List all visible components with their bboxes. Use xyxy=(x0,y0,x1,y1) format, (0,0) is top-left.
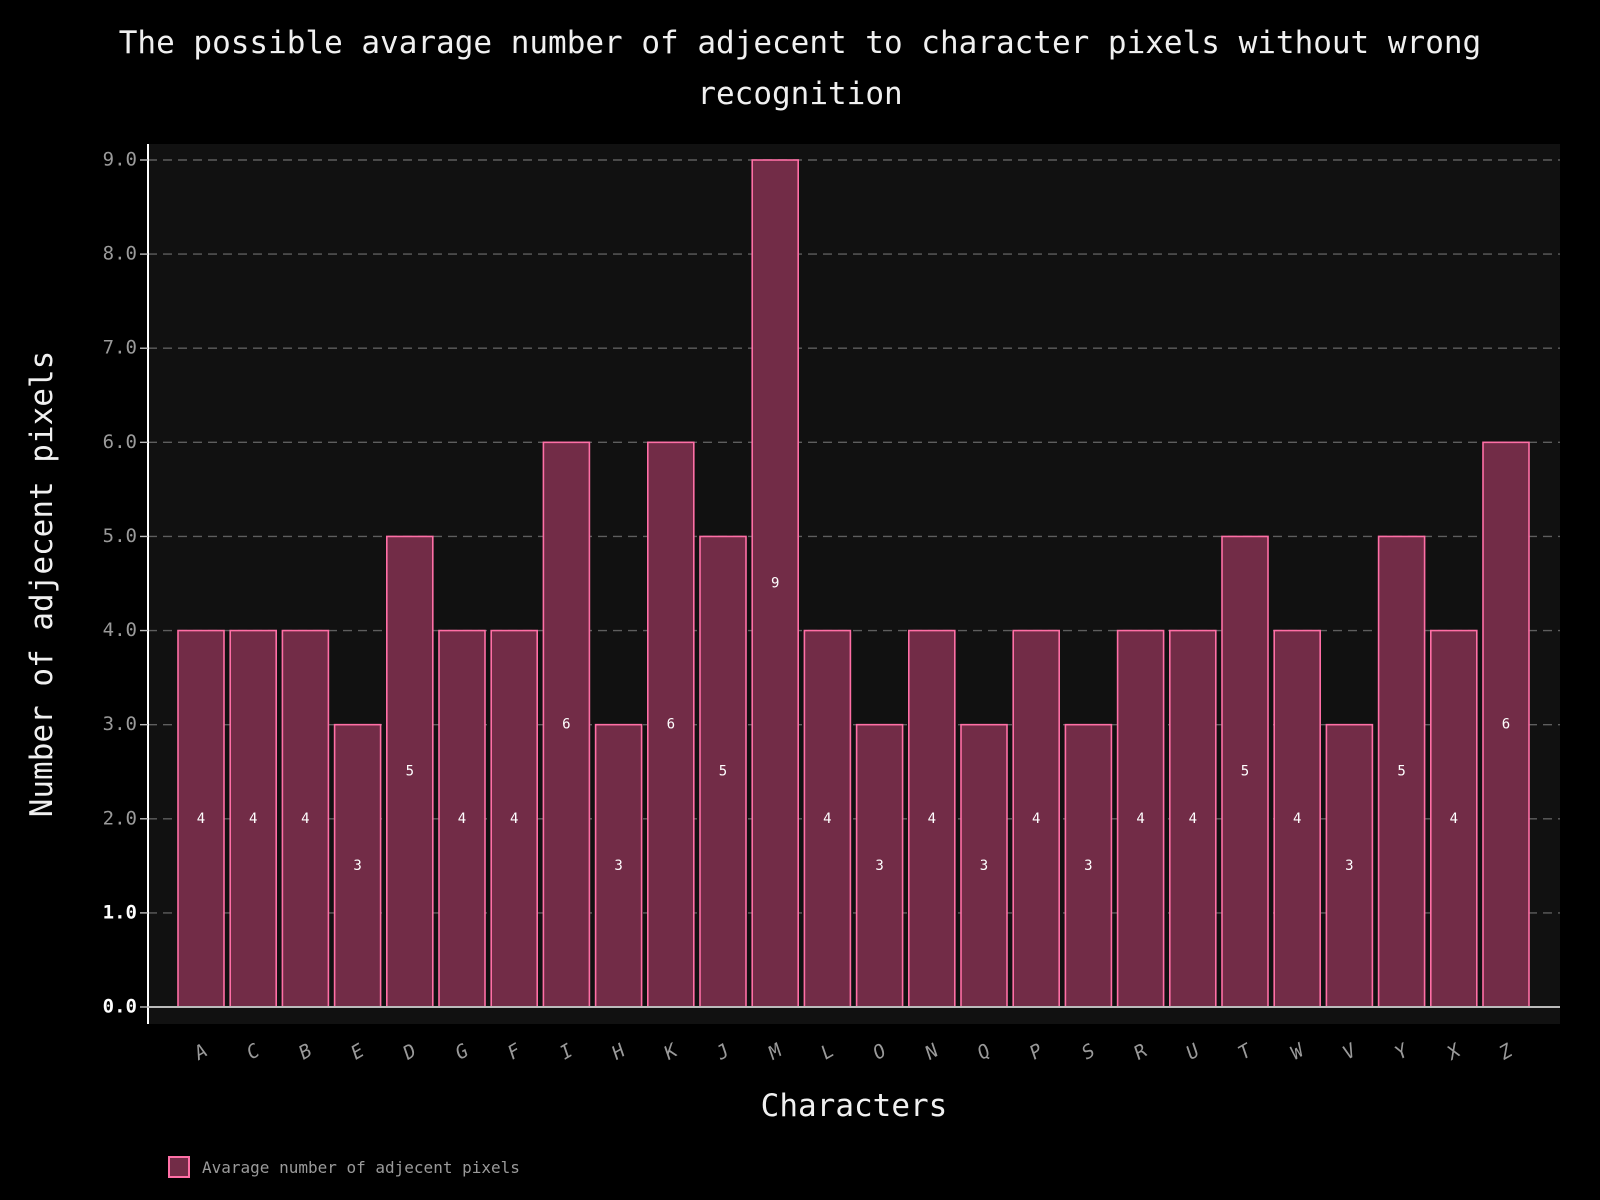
bar-H xyxy=(594,723,643,1008)
bar-I xyxy=(542,441,591,1008)
bar-value-label: 4 xyxy=(197,811,205,827)
x-tick-label: W xyxy=(1287,1039,1309,1065)
x-tick-label: X xyxy=(1442,1039,1466,1066)
bar-P xyxy=(1012,629,1061,1008)
bar-B xyxy=(281,629,330,1008)
bar-K xyxy=(646,441,695,1008)
y-tick-label: 6.0 xyxy=(103,431,137,453)
x-tick-label: U xyxy=(1182,1039,1203,1064)
bar-value-label: 6 xyxy=(562,717,570,733)
x-tick-label: E xyxy=(347,1039,368,1064)
x-tick-label: Q xyxy=(974,1040,995,1065)
bar-T xyxy=(1221,535,1269,1008)
y-tick-label: 4.0 xyxy=(103,619,137,641)
y-tick-labels: 0.0 1.0 2.0 3.0 4.0 5.0 6.0 7.0 8.0 9.0 xyxy=(103,149,148,1018)
y-axis-label: Number of adjecent pixels xyxy=(24,351,60,818)
bar-value-label: 3 xyxy=(1084,858,1092,874)
bar-value-label: 4 xyxy=(1293,811,1301,827)
x-tick-label: I xyxy=(556,1040,577,1065)
x-tick-label: K xyxy=(659,1039,682,1065)
bar-V xyxy=(1325,723,1374,1008)
bar-R xyxy=(1116,629,1165,1008)
y-tick-label: 8.0 xyxy=(103,243,137,265)
bar-value-label: 3 xyxy=(353,858,361,874)
x-tick-label: D xyxy=(398,1040,420,1065)
axes xyxy=(147,144,1560,1024)
bar-value-label: 3 xyxy=(1345,858,1353,874)
y-tick-label: 9.0 xyxy=(103,149,137,171)
bar-value-label: 5 xyxy=(1397,764,1405,780)
y-tick-label: 7.0 xyxy=(103,337,137,359)
bar-M xyxy=(751,159,800,1008)
x-tick-label: A xyxy=(190,1040,212,1065)
legend-swatch xyxy=(168,1156,190,1178)
bar-value-label: 3 xyxy=(614,858,622,874)
bar-value-label: 5 xyxy=(406,764,414,780)
bar-Y xyxy=(1377,535,1426,1008)
bar-U xyxy=(1169,629,1217,1008)
x-tick-label: Y xyxy=(1391,1039,1413,1065)
bar-value-label: 4 xyxy=(823,811,831,827)
bar-S xyxy=(1064,723,1113,1008)
bar-L xyxy=(803,629,852,1008)
bar-value-label: 6 xyxy=(667,717,675,733)
bar-value-label: 3 xyxy=(875,858,883,874)
legend: Avarage number of adjecent pixels xyxy=(168,1154,520,1180)
y-tick-label: 0.0 xyxy=(103,996,137,1018)
bar-value-label: 4 xyxy=(249,811,257,827)
x-tick-label: L xyxy=(817,1040,838,1065)
x-tick-label: G xyxy=(452,1040,473,1065)
bar-N xyxy=(907,629,956,1008)
bar-Z xyxy=(1482,441,1530,1008)
x-tick-label: F xyxy=(504,1039,525,1064)
x-tick-label: O xyxy=(869,1040,890,1065)
x-tick-label: C xyxy=(243,1039,264,1064)
x-tick-label: S xyxy=(1078,1040,1099,1065)
x-tick-label: T xyxy=(1235,1039,1257,1065)
gridlines xyxy=(148,159,1560,914)
bar-E xyxy=(333,723,382,1008)
y-tick-label: 5.0 xyxy=(103,525,137,547)
bar-W xyxy=(1273,629,1321,1008)
chart-title: The possible avarage number of adjecent … xyxy=(118,25,1482,112)
bar-value-label: 4 xyxy=(510,811,518,827)
x-tick-label: M xyxy=(764,1039,786,1065)
x-axis-label: Characters xyxy=(761,1088,948,1124)
bar-value-label: 4 xyxy=(1032,811,1040,827)
bars xyxy=(177,159,1530,1008)
bar-value-label: 4 xyxy=(458,811,466,827)
bar-C xyxy=(229,629,277,1008)
bar-value-label: 4 xyxy=(301,811,309,827)
x-tick-label: R xyxy=(1130,1040,1151,1065)
plot-area xyxy=(148,144,1560,1024)
bar-O xyxy=(855,723,904,1008)
bar-value-label: 5 xyxy=(1241,764,1249,780)
bar-value-label: 4 xyxy=(1450,811,1458,827)
x-tick-label: J xyxy=(712,1040,734,1065)
y-tick-label: 2.0 xyxy=(103,807,137,829)
bar-J xyxy=(699,535,747,1008)
x-tick-label: P xyxy=(1026,1039,1047,1064)
bar-value-labels: 4 4 4 3 5 4 4 6 3 6 5 9 4 3 4 3 4 3 4 4 5 4 3 5 4 6 xyxy=(197,576,1510,874)
x-tick-label: V xyxy=(1339,1039,1361,1065)
bar-value-label: 6 xyxy=(1502,717,1510,733)
bar-value-label: 5 xyxy=(719,764,727,780)
x-tick-label: H xyxy=(607,1039,629,1065)
x-tick-label: Z xyxy=(1495,1039,1517,1065)
bar-value-label: 4 xyxy=(1189,811,1197,827)
bar-value-label: 4 xyxy=(928,811,936,827)
x-tick-label: B xyxy=(295,1040,316,1065)
bar-value-label: 3 xyxy=(980,858,988,874)
bar-A xyxy=(177,629,225,1008)
legend-label: Avarage number of adjecent pixels xyxy=(202,1157,520,1177)
y-tick-label: 1.0 xyxy=(103,901,137,923)
x-tick-label: N xyxy=(920,1039,942,1065)
bar-value-label: 9 xyxy=(771,576,779,592)
bar-value-label: 4 xyxy=(1136,811,1144,827)
y-tick-label: 3.0 xyxy=(103,713,137,735)
